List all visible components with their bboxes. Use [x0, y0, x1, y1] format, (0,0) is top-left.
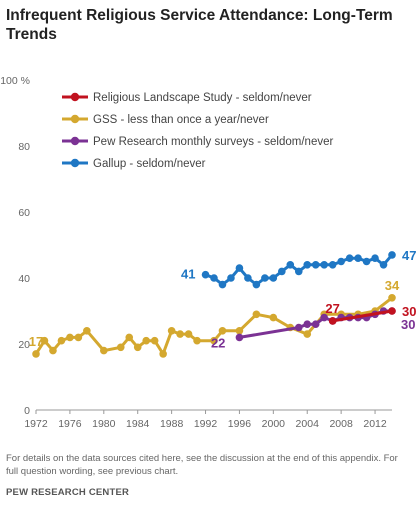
x-tick-label: 1988 [160, 418, 184, 430]
data-point [244, 274, 252, 282]
y-tick-label: 0 [24, 405, 30, 417]
data-point [116, 343, 125, 352]
series-line [331, 309, 394, 323]
data-point [311, 261, 320, 269]
data-point [235, 327, 244, 335]
x-tick-label: 2004 [296, 418, 320, 430]
data-point [167, 327, 176, 335]
x-tick-label: 1996 [228, 418, 252, 430]
y-tick-label: 60 [18, 207, 30, 219]
data-point [252, 310, 261, 319]
data-point [345, 254, 354, 262]
data-point [388, 307, 396, 315]
data-point [49, 346, 57, 355]
y-tick-label: 100 % [0, 75, 30, 87]
data-point [83, 327, 91, 335]
data-point [210, 336, 218, 345]
legend-label: Religious Landscape Study - seldom/never [93, 92, 312, 104]
legend-label: GSS - less than once a year/never [93, 114, 269, 126]
data-point [252, 280, 261, 289]
data-point [320, 261, 328, 269]
data-label: 30 [401, 317, 415, 332]
x-tick-label: 2012 [363, 418, 387, 430]
data-point [159, 350, 167, 358]
legend-swatch-marker [70, 136, 80, 146]
data-label: 34 [385, 278, 400, 293]
data-point [303, 330, 312, 338]
data-point [235, 333, 244, 342]
data-point [133, 343, 142, 352]
data-label: 41 [181, 267, 195, 282]
data-label: 47 [402, 248, 416, 263]
data-point [193, 336, 201, 345]
chart-note: For details on the data sources cited he… [6, 453, 398, 477]
chart-title: Infrequent Religious Service Attendance:… [6, 7, 393, 43]
x-tick-label: 2000 [262, 418, 286, 430]
data-label: 22 [211, 335, 225, 350]
data-label: 27 [325, 301, 339, 316]
data-point [218, 280, 227, 289]
y-tick-label: 20 [18, 339, 30, 351]
data-point [176, 330, 184, 338]
axes: 0 20 40 60 80 100 % 1972 1976 1980 1984 1988 1992 19… [0, 75, 392, 430]
legend: Religious Landscape Study - seldom/never… [62, 92, 333, 170]
data-point [286, 261, 295, 269]
legend-swatch-marker [70, 158, 80, 168]
data-point [218, 327, 227, 335]
data-point [337, 257, 345, 266]
data-point [40, 336, 49, 345]
data-point [57, 336, 66, 345]
data-point [388, 294, 396, 302]
x-tick-label: 1984 [126, 418, 150, 430]
data-point [328, 317, 337, 325]
data-labels: 27 30 17 34 22 30 41 47 [29, 248, 417, 351]
legend-label: Gallup - seldom/never [93, 158, 206, 170]
data-point [328, 261, 337, 269]
data-point [354, 254, 362, 262]
y-tick-label: 80 [18, 141, 30, 153]
data-point [269, 313, 278, 322]
line-chart: 0 20 40 60 80 100 % 1972 1976 1980 1984 1988 1992 19… [0, 75, 417, 430]
data-point [362, 257, 371, 266]
x-tick-label: 1972 [24, 418, 48, 430]
data-point [278, 267, 286, 276]
data-point [227, 274, 235, 282]
data-point [269, 274, 278, 282]
data-point [388, 251, 396, 259]
data-point [311, 320, 320, 329]
x-tick-label: 1976 [58, 418, 82, 430]
data-point [235, 264, 244, 272]
data-point [261, 274, 269, 282]
x-tick-label: 1980 [92, 418, 116, 430]
data-point [320, 313, 328, 322]
data-point [371, 254, 379, 262]
data-point [150, 336, 159, 345]
y-tick-label: 40 [18, 273, 30, 285]
legend-swatch-marker [70, 92, 80, 102]
data-point [379, 261, 388, 269]
data-point [74, 333, 83, 342]
legend-swatch-marker [70, 114, 80, 124]
data-point [210, 274, 218, 282]
data-point [303, 261, 312, 269]
data-point [66, 333, 74, 342]
data-point [294, 323, 303, 332]
data-point [184, 330, 193, 338]
data-label: 30 [402, 304, 416, 319]
x-tick-label: 2008 [329, 418, 353, 430]
series-group [32, 251, 396, 358]
data-label: 17 [29, 334, 43, 349]
data-point [32, 350, 40, 358]
data-point [142, 336, 150, 345]
data-point [100, 346, 108, 355]
data-point [125, 333, 134, 342]
legend-label: Pew Research monthly surveys - seldom/ne… [93, 136, 333, 148]
source-credit: PEW RESEARCH CENTER [6, 487, 130, 498]
x-tick-label: 1992 [194, 418, 218, 430]
data-point [294, 267, 303, 276]
data-point [201, 270, 210, 279]
data-point [303, 320, 312, 329]
